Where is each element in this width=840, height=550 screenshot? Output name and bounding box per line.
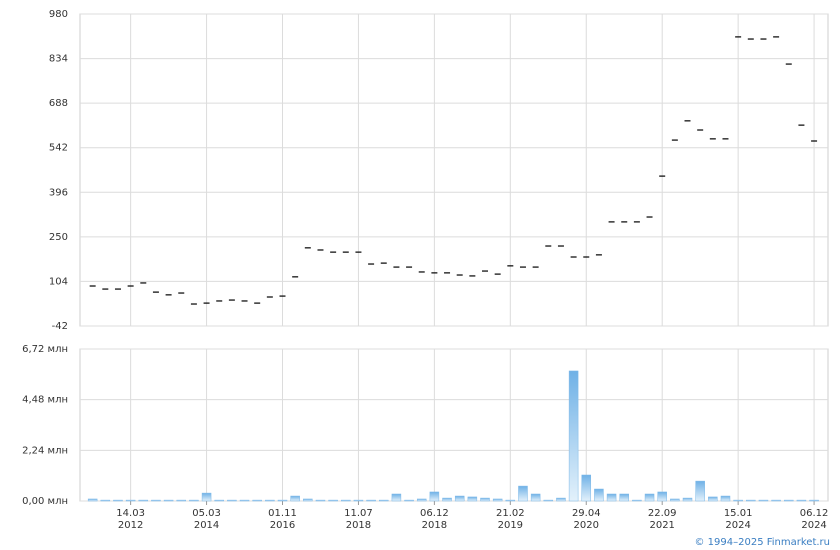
volume-frame [79,348,829,502]
volume-bar [556,497,566,502]
x-tick-label: 06.12 [420,508,449,519]
volume-bar [530,493,541,502]
volume-bar [784,499,794,502]
volume-bar [416,498,427,502]
volume-bar [746,499,756,502]
volume-bar [606,493,617,502]
volume-bar [379,499,389,502]
x-tick-year: 2020 [574,520,599,531]
volume-bar [366,499,376,502]
volume-bar [518,485,528,502]
volume-bar [290,495,300,502]
volume-bar [87,498,98,502]
y-tick-label: 0,00 млн [22,496,68,507]
x-tick-label: 21.02 [496,508,525,519]
x-tick-label: 11.07 [344,508,373,519]
volume-bar [796,499,807,502]
x-tick-year: 2018 [422,520,447,531]
volume-bar [265,499,275,502]
volume-bar [328,499,338,502]
volume-bar [138,499,149,502]
y-tick-label: 834 [49,54,68,65]
volume-bar [303,498,313,502]
y-tick-label: -42 [52,321,68,332]
x-tick-label: 14.03 [116,508,145,519]
x-tick-label: 15.01 [724,508,753,519]
volume-bar [619,493,629,502]
y-tick-label: 980 [49,9,68,20]
volume-bar [277,499,288,502]
x-tick-year: 2024 [725,520,750,531]
x-tick-label: 05.03 [192,508,221,519]
x-tick-year: 2019 [498,520,523,531]
volume-bar [353,499,364,502]
x-tick-label: 01.11 [268,508,297,519]
volume-bar [189,499,199,502]
volume-bar [568,370,579,502]
volume-bar [543,499,554,502]
volume-bar [227,499,237,502]
x-tick-year: 2014 [194,520,219,531]
volume-bar [442,497,452,502]
volume-bar [252,499,262,502]
y-tick-label: 4,48 млн [22,395,68,406]
volume-bar [176,499,187,502]
volume-bar [809,499,819,502]
volume-bar [708,496,718,502]
x-tick-year: 2012 [118,520,143,531]
volume-bar [594,488,604,502]
volume-bar [758,499,769,502]
volume-bar [239,499,250,502]
volume-bar [341,499,351,502]
volume-bar [492,498,503,502]
volume-bar [644,493,655,502]
volume-bar [151,499,161,502]
copyright: © 1994–2025 Finmarket.ru [694,537,830,548]
volume-bar [163,499,174,502]
y-tick-label: 542 [49,143,68,154]
y-tick-label: 688 [49,98,68,109]
volume-bar [125,499,136,502]
x-tick-year: 2018 [346,520,371,531]
volume-bar [657,491,667,502]
volume-bar [682,497,693,502]
volume-bar [201,492,212,502]
volume-bar [581,474,592,502]
x-tick-year: 2024 [801,520,826,531]
x-tick-year: 2021 [649,520,674,531]
x-tick-label: 22.09 [648,508,677,519]
volume-bar [771,499,781,502]
volume-bar [454,495,465,502]
volume-bar [100,499,111,502]
volume-bar [505,499,516,502]
x-tick-label: 06.12 [800,508,829,519]
volume-bar [315,499,326,502]
volume-bar [733,499,743,502]
volume-bar [670,498,680,502]
volume-bar [391,493,402,502]
volume-bar [113,499,123,502]
price-frame [79,13,829,327]
volume-bar [214,499,224,502]
volume-bar [480,497,490,502]
volume-bar [467,496,478,502]
y-tick-label: 396 [49,187,68,198]
x-tick-year: 2016 [270,520,295,531]
volume-bar [429,491,440,502]
x-tick-label: 29.04 [572,508,601,519]
volume-bar [632,499,642,502]
volume-bar [695,480,705,502]
y-tick-label: 250 [49,232,68,243]
y-tick-label: 104 [49,276,68,287]
y-tick-label: 2,24 млн [22,445,68,456]
volume-bar [404,499,414,502]
y-tick-label: 6,72 млн [22,344,68,355]
volume-bar [720,495,731,502]
